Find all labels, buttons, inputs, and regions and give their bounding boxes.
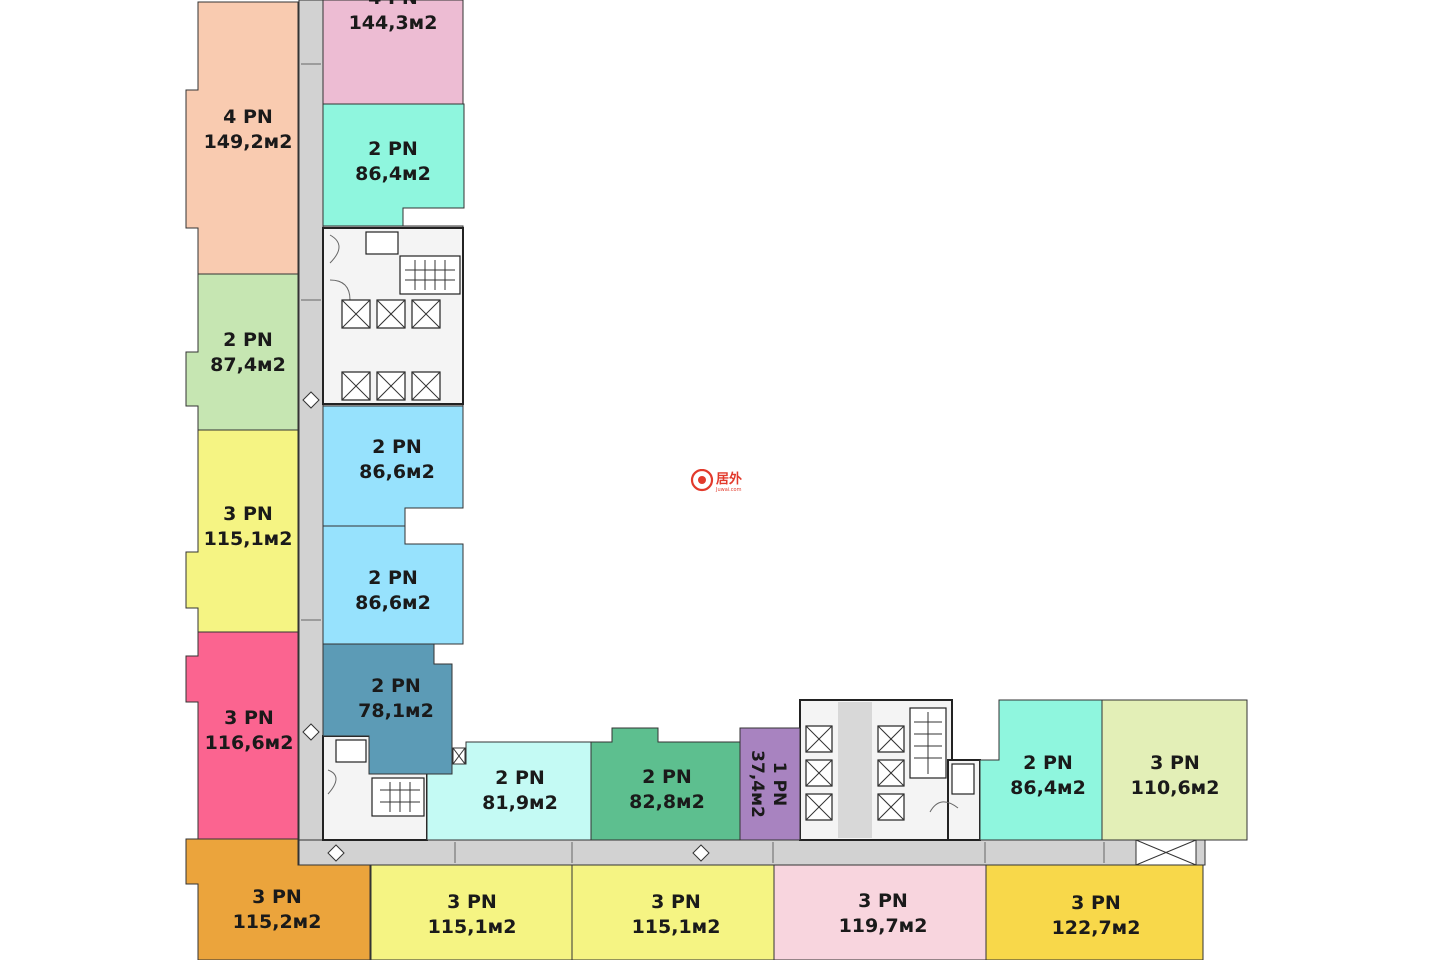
unit-area: 82,8м2 bbox=[629, 791, 705, 813]
unit-area: 115,1м2 bbox=[632, 916, 721, 938]
juwai-logo-icon bbox=[690, 469, 714, 492]
unit-122-7[interactable] bbox=[985, 864, 1204, 960]
door-marker-3 bbox=[327, 844, 345, 862]
upper-elevators-row1 bbox=[341, 299, 441, 329]
unit-area: 86,4м2 bbox=[1010, 777, 1086, 799]
unit-110-6[interactable] bbox=[1101, 699, 1248, 841]
unit-area: 115,1м2 bbox=[204, 528, 293, 550]
unit-rooms: 3 PN bbox=[858, 890, 908, 912]
unit-area: 149,2м2 bbox=[204, 131, 293, 153]
unit-rooms: 1 PN bbox=[769, 762, 789, 806]
watermark-text: 居外 bbox=[716, 471, 742, 487]
unit-area: 37,4м2 bbox=[747, 750, 767, 818]
unit-area: 144,3м2 bbox=[349, 12, 438, 34]
label-u07: 2 PN 86,6м2 bbox=[355, 567, 431, 614]
lower-left-stair bbox=[371, 777, 425, 817]
horizontal-corridor bbox=[298, 839, 1206, 866]
unit-37-4[interactable] bbox=[739, 727, 801, 841]
lower-right-elevators-right bbox=[877, 725, 905, 821]
units-layer bbox=[185, 0, 1248, 960]
unit-116-6[interactable] bbox=[185, 631, 299, 841]
unit-area: 110,6м2 bbox=[1131, 777, 1220, 799]
unit-area: 86,4м2 bbox=[355, 163, 431, 185]
unit-87-4[interactable] bbox=[185, 273, 299, 431]
unit-rooms: 2 PN bbox=[371, 675, 421, 697]
unit-area: 119,7м2 bbox=[839, 915, 928, 937]
unit-rooms: 3 PN bbox=[224, 707, 274, 729]
vertical-corridor bbox=[298, 0, 324, 866]
unit-rooms: 3 PN bbox=[252, 886, 302, 908]
unit-rooms: 3 PN bbox=[1071, 892, 1121, 914]
door-marker-2 bbox=[302, 723, 320, 741]
unit-area: 86,6м2 bbox=[355, 592, 431, 614]
upper-core bbox=[322, 227, 464, 405]
label-u15: 3 PN 115,2м2 bbox=[233, 886, 322, 933]
unit-rooms: 4 PN bbox=[223, 106, 273, 128]
unit-82-8[interactable] bbox=[590, 727, 741, 841]
upper-stair bbox=[399, 255, 461, 295]
unit-rooms: 3 PN bbox=[223, 503, 273, 525]
unit-area: 115,1м2 bbox=[428, 916, 517, 938]
juwai-logo-dot bbox=[698, 476, 706, 484]
juwai-watermark: 居外 Juwai.com bbox=[690, 469, 742, 493]
label-u02: 4 PN 149,2м2 bbox=[204, 106, 293, 153]
unit-rooms: 2 PN bbox=[368, 138, 418, 160]
unit-115-1-bottom-a[interactable] bbox=[370, 864, 573, 960]
unit-115-1-left[interactable] bbox=[185, 429, 299, 633]
door-marker-4 bbox=[692, 844, 710, 862]
unit-rooms: 3 PN bbox=[651, 891, 701, 913]
unit-area: 78,1м2 bbox=[358, 700, 434, 722]
unit-area: 86,6м2 bbox=[359, 461, 435, 483]
unit-area: 87,4м2 bbox=[210, 354, 286, 376]
upper-elevators-row2 bbox=[341, 371, 441, 401]
unit-81-9[interactable] bbox=[426, 741, 592, 841]
label-u08: 3 PN 116,6м2 bbox=[205, 707, 294, 754]
label-u06: 3 PN 115,1м2 bbox=[204, 503, 293, 550]
unit-115-1-bottom-b[interactable] bbox=[571, 864, 775, 960]
label-u18: 3 PN 119,7м2 bbox=[839, 890, 928, 937]
label-u05: 2 PN 86,6м2 bbox=[359, 436, 435, 483]
unit-115-2[interactable] bbox=[185, 838, 371, 960]
label-u03: 2 PN 86,4м2 bbox=[355, 138, 431, 185]
label-u12: 1 PN 37,4м2 bbox=[747, 750, 789, 818]
unit-rooms: 4 PN bbox=[368, 0, 418, 9]
unit-labels: 4 PN 144,3м2 4 PN 149,2м2 2 PN 86,4м2 2 … bbox=[204, 0, 1220, 939]
unit-119-7[interactable] bbox=[773, 864, 987, 960]
label-u01: 4 PN 144,3м2 bbox=[349, 0, 438, 34]
unit-area: 116,6м2 bbox=[205, 732, 294, 754]
unit-rooms: 3 PN bbox=[1150, 752, 1200, 774]
watermark-subtext: Juwai.com bbox=[715, 487, 742, 493]
unit-area: 115,2м2 bbox=[233, 911, 322, 933]
label-u09: 2 PN 78,1м2 bbox=[358, 675, 434, 722]
unit-area: 122,7м2 bbox=[1052, 917, 1141, 939]
label-u16: 3 PN 115,1м2 bbox=[428, 891, 517, 938]
unit-rooms: 2 PN bbox=[368, 567, 418, 589]
unit-86-4-upper[interactable] bbox=[322, 103, 465, 227]
label-u19: 3 PN 122,7м2 bbox=[1052, 892, 1141, 939]
unit-rooms: 2 PN bbox=[372, 436, 422, 458]
label-u13: 2 PN 86,4м2 bbox=[1010, 752, 1086, 799]
label-u14: 3 PN 110,6м2 bbox=[1131, 752, 1220, 799]
label-u11: 2 PN 82,8м2 bbox=[629, 766, 705, 813]
unit-area: 81,9м2 bbox=[482, 792, 558, 814]
unit-rooms: 2 PN bbox=[642, 766, 692, 788]
lower-right-elevators-left bbox=[805, 725, 833, 821]
unit-rooms: 3 PN bbox=[447, 891, 497, 913]
door-marker-1 bbox=[302, 391, 320, 409]
label-u17: 3 PN 115,1м2 bbox=[632, 891, 721, 938]
unit-rooms: 2 PN bbox=[1023, 752, 1073, 774]
unit-rooms: 2 PN bbox=[495, 767, 545, 789]
unit-rooms: 2 PN bbox=[223, 329, 273, 351]
label-u10: 2 PN 81,9м2 bbox=[482, 767, 558, 814]
unit-149-2[interactable] bbox=[185, 1, 299, 275]
lower-right-core bbox=[799, 699, 981, 841]
label-u04: 2 PN 87,4м2 bbox=[210, 329, 286, 376]
